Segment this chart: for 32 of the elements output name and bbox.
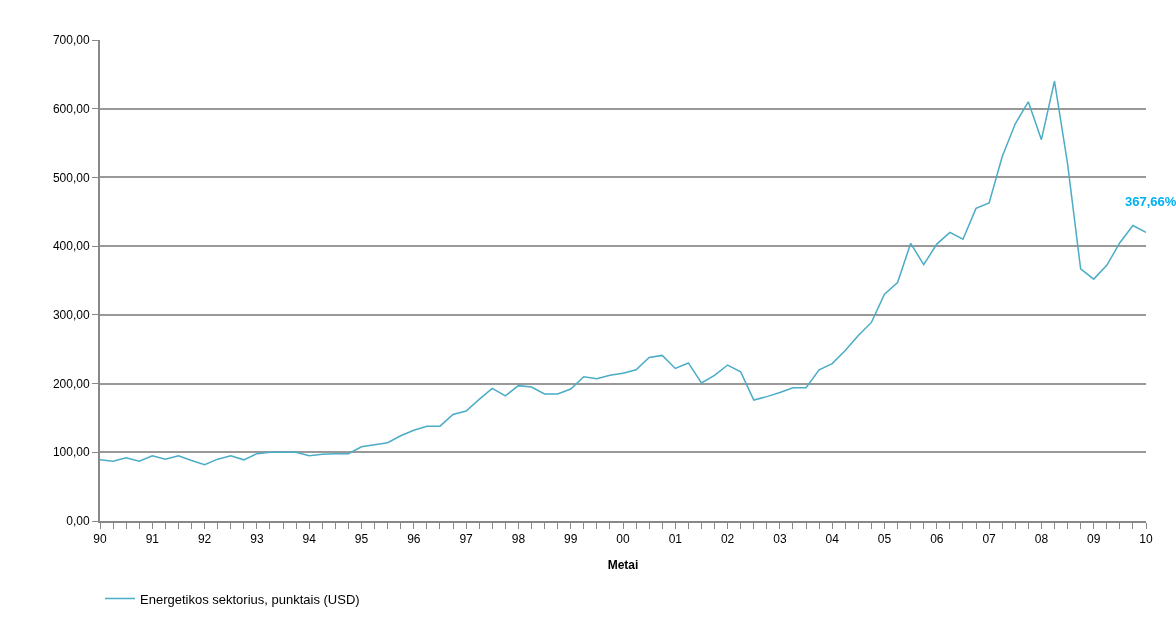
x-tick-label: 03 <box>773 532 787 547</box>
x-tick-label: 97 <box>459 532 474 547</box>
x-tick-label: 93 <box>250 532 264 547</box>
y-tick-label: 600,00 <box>52 101 90 116</box>
x-tick-label: 10 <box>1139 532 1153 547</box>
x-tick-label: 07 <box>982 532 997 547</box>
x-tick-label: 92 <box>197 532 212 547</box>
x-axis-title: Metai <box>607 557 639 572</box>
y-tick-label: 200,00 <box>52 376 90 391</box>
x-tick-label: 00 <box>616 532 630 547</box>
x-tick-label: 08 <box>1034 532 1049 547</box>
x-tick-label: 90 <box>93 532 107 547</box>
y-tick-label: 400,00 <box>52 239 90 254</box>
x-tick-label: 04 <box>825 532 840 547</box>
x-tick-label: 01 <box>668 532 683 547</box>
x-tick-label: 09 <box>1087 532 1101 547</box>
x-tick-label: 05 <box>877 532 892 547</box>
x-tick-label: 06 <box>930 532 944 547</box>
x-tick-label: 94 <box>302 532 317 547</box>
y-tick-label: 700,00 <box>52 33 90 48</box>
y-tick-label: 0,00 <box>66 514 90 529</box>
x-tick-label: 02 <box>720 532 735 547</box>
x-tick-label: 91 <box>145 532 160 547</box>
y-tick-label: 300,00 <box>52 308 90 323</box>
y-tick-label: 100,00 <box>52 445 90 460</box>
x-tick-label: 95 <box>354 532 369 547</box>
legend-label: Energetikos sektorius, punktais (USD) <box>140 591 360 607</box>
x-tick-label: 96 <box>407 532 421 547</box>
y-tick-label: 500,00 <box>52 170 90 185</box>
annotation: 367,66% <box>1125 194 1176 209</box>
x-tick-label: 99 <box>564 532 578 547</box>
x-tick-label: 98 <box>511 532 526 547</box>
